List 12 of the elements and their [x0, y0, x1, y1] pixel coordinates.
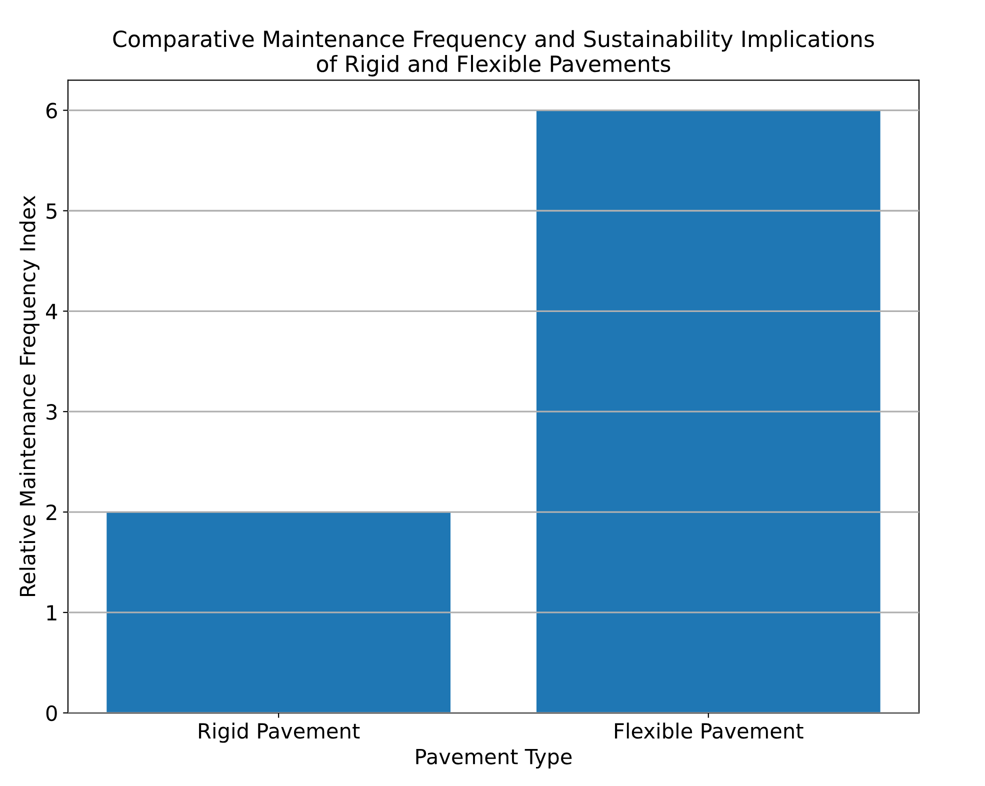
y-axis-title: Relative Maintenance Frequency Index — [19, 196, 40, 596]
y-tick-label: 1 — [47, 605, 56, 620]
y-tick-label: 2 — [46, 504, 56, 520]
y-tick-label: 0 — [46, 705, 57, 722]
chart-title: Comparative Maintenance Frequency and Sustainability Implications of Rigid and Flexible Pavements — [113, 30, 874, 76]
y-tick-label: 4 — [46, 304, 58, 320]
x-tick-label: Flexible Pavement — [615, 722, 804, 739]
x-tick-label: Rigid Pavement — [199, 722, 360, 743]
y-tick-label: 5 — [46, 203, 56, 219]
x-axis-title: Pavement Type — [416, 748, 572, 769]
y-tick-label: 3 — [46, 404, 57, 420]
y-tick-label: 6 — [46, 102, 57, 119]
